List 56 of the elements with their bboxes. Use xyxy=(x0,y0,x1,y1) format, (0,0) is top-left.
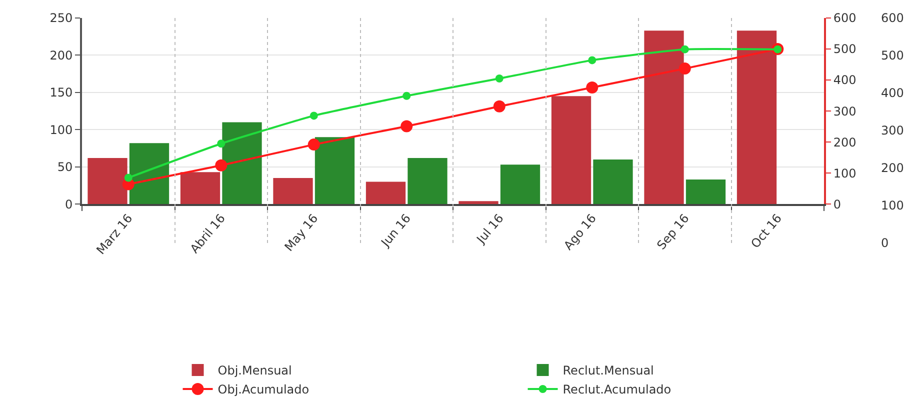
y2-tick-label: 500 xyxy=(833,42,856,56)
y-tick-label: 250 xyxy=(50,11,73,26)
bar xyxy=(314,137,355,204)
bar xyxy=(222,122,262,204)
point xyxy=(586,81,598,94)
y3-tick-label: 0 xyxy=(881,236,889,250)
point xyxy=(124,174,132,182)
bar xyxy=(273,178,313,204)
point xyxy=(495,74,504,82)
y-tick-label: 200 xyxy=(50,48,73,62)
bar xyxy=(500,164,540,204)
x-tick-label: Jul 16 xyxy=(473,211,506,247)
legend-label: Reclut.Acumulado xyxy=(562,382,672,397)
point xyxy=(400,120,413,132)
y3-tick-label: 200 xyxy=(881,161,904,176)
point xyxy=(217,140,226,148)
bar xyxy=(551,96,592,204)
point xyxy=(310,112,318,120)
bar xyxy=(458,201,498,204)
bar xyxy=(736,30,777,204)
point xyxy=(588,56,596,64)
y3-tick-label: 600 xyxy=(881,11,904,26)
point xyxy=(402,92,411,100)
bar xyxy=(180,172,220,204)
point xyxy=(493,100,506,112)
y3-tick-label: 400 xyxy=(881,86,904,100)
bar xyxy=(129,143,170,204)
point xyxy=(680,45,689,54)
point xyxy=(215,159,228,172)
legend-label: Obj.Mensual xyxy=(218,364,292,378)
bar xyxy=(686,180,726,204)
x-tick-label: Jun 16 xyxy=(378,211,414,250)
y2-tick-label: 100 xyxy=(833,166,856,180)
y2-tick-label: 400 xyxy=(833,73,856,88)
y3-tick-label: 300 xyxy=(881,124,904,138)
y2-tick-label: 200 xyxy=(833,135,856,150)
point xyxy=(678,62,691,75)
bar xyxy=(593,159,633,204)
y-tick-label: 50 xyxy=(57,160,73,174)
y2-tick-label: 600 xyxy=(833,11,856,26)
bar xyxy=(408,158,448,204)
y-tick-label: 150 xyxy=(50,86,73,100)
bar xyxy=(366,182,406,204)
bar xyxy=(644,30,684,204)
point xyxy=(308,138,320,151)
y-tick-label: 100 xyxy=(50,122,73,137)
x-tick-label: Oct 16 xyxy=(748,211,785,251)
x-tick-label: Sep 16 xyxy=(654,211,692,252)
y2-tick-label: 300 xyxy=(833,104,856,118)
y2-tick-label: 0 xyxy=(833,197,842,212)
y3-tick-label: 100 xyxy=(881,198,904,213)
legend-label: Reclut.Mensual xyxy=(562,364,654,378)
bar xyxy=(88,158,128,204)
y3-tick-label: 500 xyxy=(881,48,904,63)
legend-label: Obj.Acumulado xyxy=(218,382,310,397)
y-tick-label: 0 xyxy=(64,197,73,212)
